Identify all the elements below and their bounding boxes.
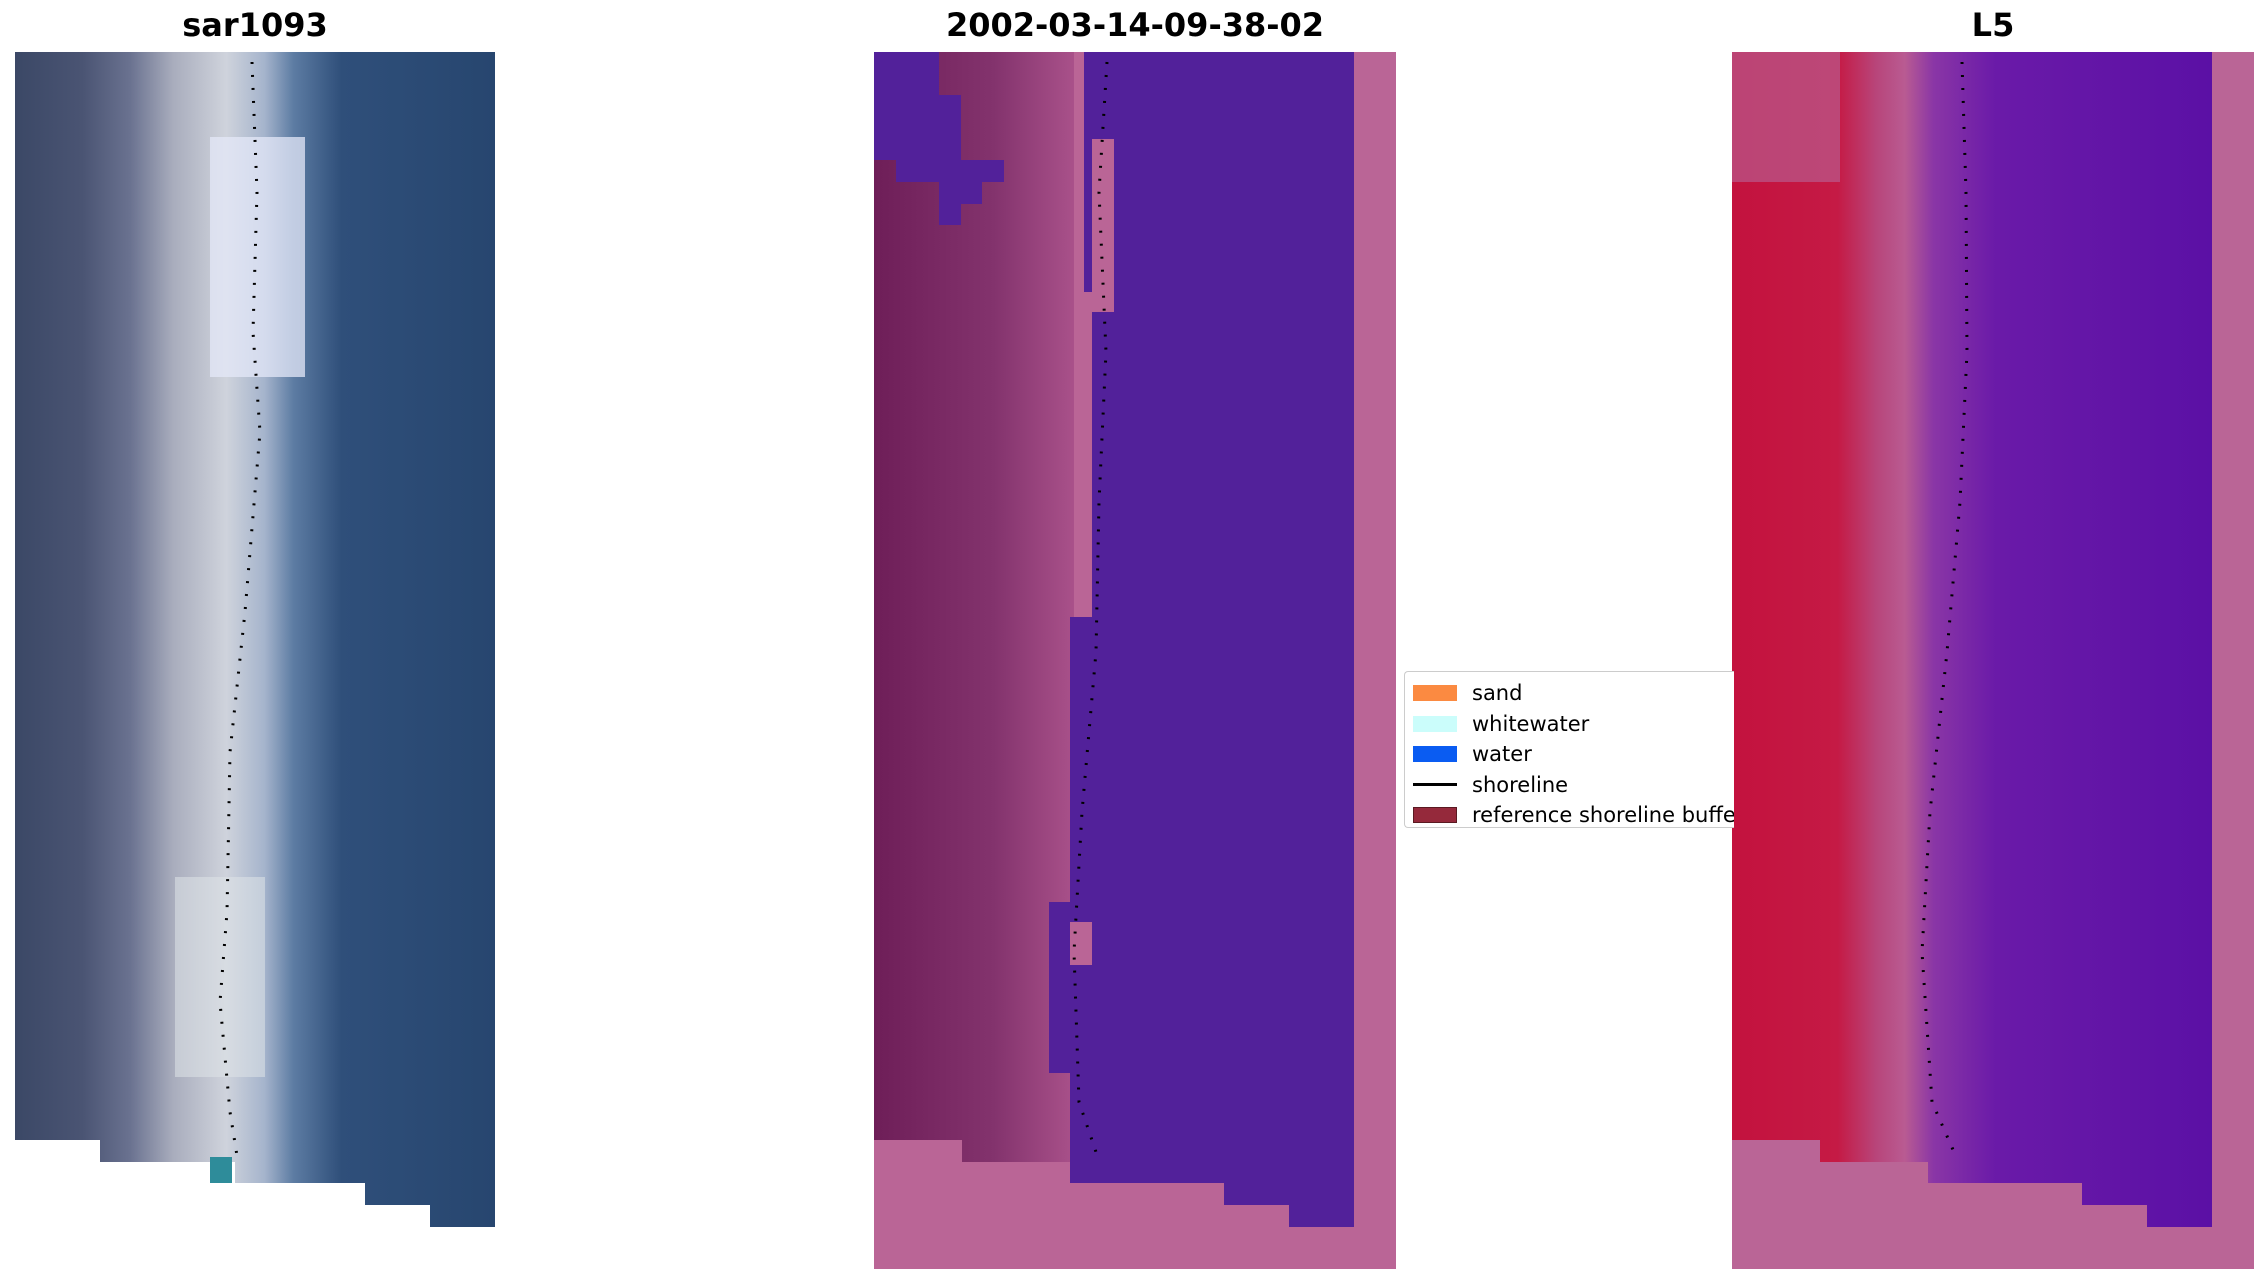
rgb-image xyxy=(15,52,495,1227)
legend-item-sand: sand xyxy=(1413,678,1734,709)
shoreline-line-swatch xyxy=(1413,783,1457,787)
surf-highlight xyxy=(210,1157,232,1183)
index-panel xyxy=(1732,52,2254,1269)
legend-item-shoreline: shoreline xyxy=(1413,770,1734,801)
water-swatch xyxy=(1413,746,1457,763)
rgb-image-area xyxy=(15,52,495,1227)
legend-label: water xyxy=(1472,742,1532,767)
legend-label: sand xyxy=(1472,681,1523,706)
shoreline-dots xyxy=(1072,61,1109,1153)
legend-item-water: water xyxy=(1413,739,1734,770)
reference-buffer-swatch xyxy=(1413,807,1457,824)
sand-swatch xyxy=(1413,685,1457,702)
legend-label: whitewater xyxy=(1472,711,1590,736)
index-image xyxy=(1732,52,2254,1269)
legend-item-reference-buffer: reference shoreline buffer xyxy=(1413,800,1734,828)
rgb-image-panel xyxy=(15,52,495,1227)
legend-item-whitewater: whitewater xyxy=(1413,709,1734,740)
whitewater-patch xyxy=(1092,139,1114,312)
legend-label: shoreline xyxy=(1472,772,1569,797)
legend: sand whitewater water shoreline referenc… xyxy=(1404,671,1734,828)
panel-title-index: L5 xyxy=(1971,6,2015,44)
land-area xyxy=(874,52,1074,1162)
shoreline-dots xyxy=(1920,61,1969,1153)
whitewater-swatch xyxy=(1413,715,1457,732)
upper-left-patch xyxy=(1732,52,1840,182)
panel-title-classification: 2002-03-14-09-38-02 xyxy=(945,6,1325,44)
water-area xyxy=(1049,52,1354,1227)
classification-image xyxy=(874,52,1396,1269)
index-image-area xyxy=(1732,52,2212,1227)
classification-panel xyxy=(874,52,1396,1269)
panel-title-rgb: sar1093 xyxy=(182,6,328,44)
water-patch xyxy=(874,52,1004,225)
legend-label: reference shoreline buffer xyxy=(1472,803,1734,828)
surf-highlight xyxy=(210,137,305,377)
surf-highlight xyxy=(175,877,265,1077)
